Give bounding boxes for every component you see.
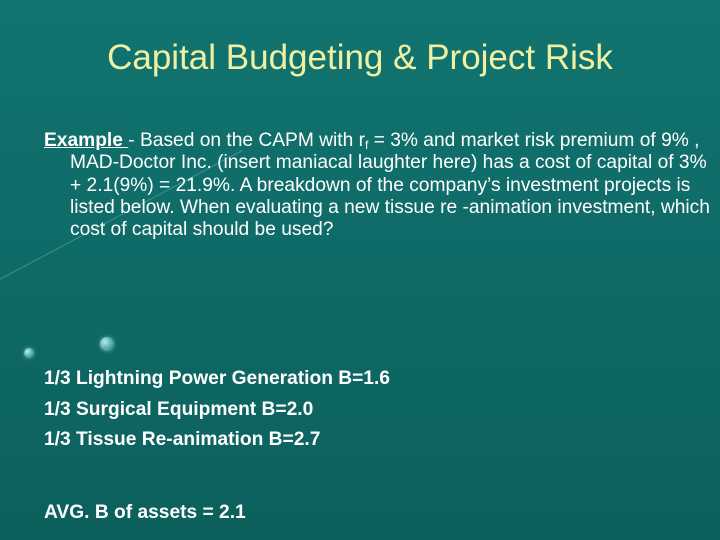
decorative-dot xyxy=(100,337,114,351)
example-paragraph: Example - Based on the CAPM with rf = 3%… xyxy=(44,130,710,241)
project-item-lightning: 1/3 Lightning Power Generation B=1.6 xyxy=(44,368,390,389)
project-breakdown-list: 1/3 Lightning Power Generation B=1.6 1/3… xyxy=(44,364,390,456)
project-item-surgical: 1/3 Surgical Equipment B=2.0 xyxy=(44,398,314,420)
average-beta: AVG. B of assets = 2.1 xyxy=(44,502,246,523)
project-item-tissue: 1/3 Tissue Re-animation B=2.7 xyxy=(44,429,321,450)
risk-free-subscript: f xyxy=(365,138,369,152)
example-label: Example xyxy=(44,130,129,151)
decorative-dot xyxy=(24,348,34,358)
slide-title: Capital Budgeting & Project Risk xyxy=(107,38,613,77)
example-text-part-2: = 3% and market risk premium of 9% , MAD… xyxy=(70,130,710,241)
example-text-part-1: - Based on the CAPM with r xyxy=(128,130,366,151)
